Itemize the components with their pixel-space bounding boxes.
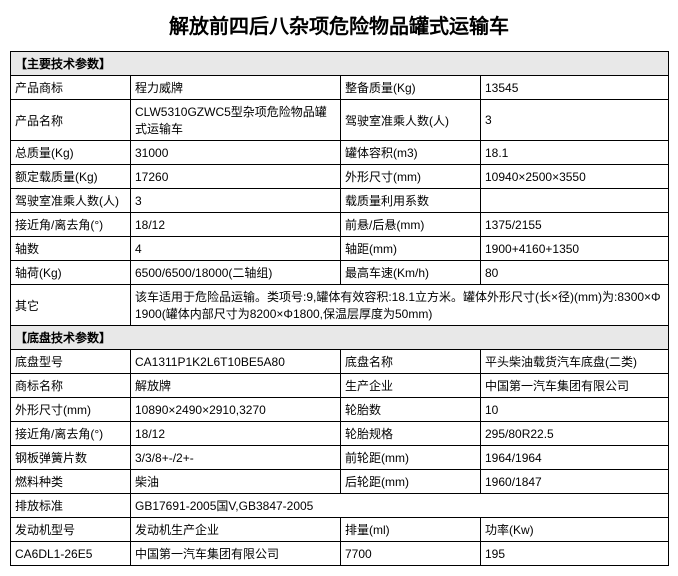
value: 平头柴油载货汽车底盘(二类) [481,350,669,374]
label: 功率(Kw) [481,518,669,542]
value: GB17691-2005国V,GB3847-2005 [131,494,669,518]
label: 底盘名称 [341,350,481,374]
value: 17260 [131,165,341,189]
label: 最高车速(Km/h) [341,261,481,285]
label: 商标名称 [11,374,131,398]
value: 1375/2155 [481,213,669,237]
value: 10940×2500×3550 [481,165,669,189]
value: 该车适用于危险品运输。类项号:9,罐体有效容积:18.1立方米。罐体外形尺寸(长… [131,285,669,326]
value: 13545 [481,76,669,100]
value: 1964/1964 [481,446,669,470]
value: 中国第一汽车集团有限公司 [481,374,669,398]
value: 程力威牌 [131,76,341,100]
label: 载质量利用系数 [341,189,481,213]
label: 生产企业 [341,374,481,398]
value: 10890×2490×2910,3270 [131,398,341,422]
label: 轮胎数 [341,398,481,422]
value: CA6DL1-26E5 [11,542,131,566]
label: 外形尺寸(mm) [11,398,131,422]
section-chassis: 【底盘技术参数】 [11,326,669,350]
label: 额定载质量(Kg) [11,165,131,189]
label: 轴荷(Kg) [11,261,131,285]
value [481,189,669,213]
label: 燃料种类 [11,470,131,494]
label: 发动机生产企业 [131,518,341,542]
value: 1900+4160+1350 [481,237,669,261]
value: 中国第一汽车集团有限公司 [131,542,341,566]
value: 10 [481,398,669,422]
label: 底盘型号 [11,350,131,374]
value: 3 [481,100,669,141]
label: 总质量(Kg) [11,141,131,165]
label: 钢板弹簧片数 [11,446,131,470]
label: 排量(ml) [341,518,481,542]
value: 1960/1847 [481,470,669,494]
value: 解放牌 [131,374,341,398]
label: 排放标准 [11,494,131,518]
value: 3/3/8+-/2+- [131,446,341,470]
label: 接近角/离去角(°) [11,422,131,446]
spec-table: 【主要技术参数】 产品商标 程力威牌 整备质量(Kg) 13545 产品名称 C… [10,51,669,566]
label: 轮胎规格 [341,422,481,446]
value: 4 [131,237,341,261]
value: 295/80R22.5 [481,422,669,446]
value: 195 [481,542,669,566]
value: 31000 [131,141,341,165]
label: 前轮距(mm) [341,446,481,470]
label: 外形尺寸(mm) [341,165,481,189]
value: 18/12 [131,213,341,237]
value: 柴油 [131,470,341,494]
value: 18/12 [131,422,341,446]
label: 接近角/离去角(°) [11,213,131,237]
label: 轴数 [11,237,131,261]
label: 轴距(mm) [341,237,481,261]
label: 产品名称 [11,100,131,141]
label: 整备质量(Kg) [341,76,481,100]
label: 罐体容积(m3) [341,141,481,165]
value: 18.1 [481,141,669,165]
label: 产品商标 [11,76,131,100]
value: 80 [481,261,669,285]
value: CA1311P1K2L6T10BE5A80 [131,350,341,374]
page-title: 解放前四后八杂项危险物品罐式运输车 [10,10,668,39]
value: 6500/6500/18000(二轴组) [131,261,341,285]
label: 驾驶室准乘人数(人) [341,100,481,141]
label: 其它 [11,285,131,326]
section-main: 【主要技术参数】 [11,52,669,76]
value: 7700 [341,542,481,566]
label: 驾驶室准乘人数(人) [11,189,131,213]
value: CLW5310GZWC5型杂项危险物品罐式运输车 [131,100,341,141]
value: 3 [131,189,341,213]
label: 发动机型号 [11,518,131,542]
label: 前悬/后悬(mm) [341,213,481,237]
label: 后轮距(mm) [341,470,481,494]
